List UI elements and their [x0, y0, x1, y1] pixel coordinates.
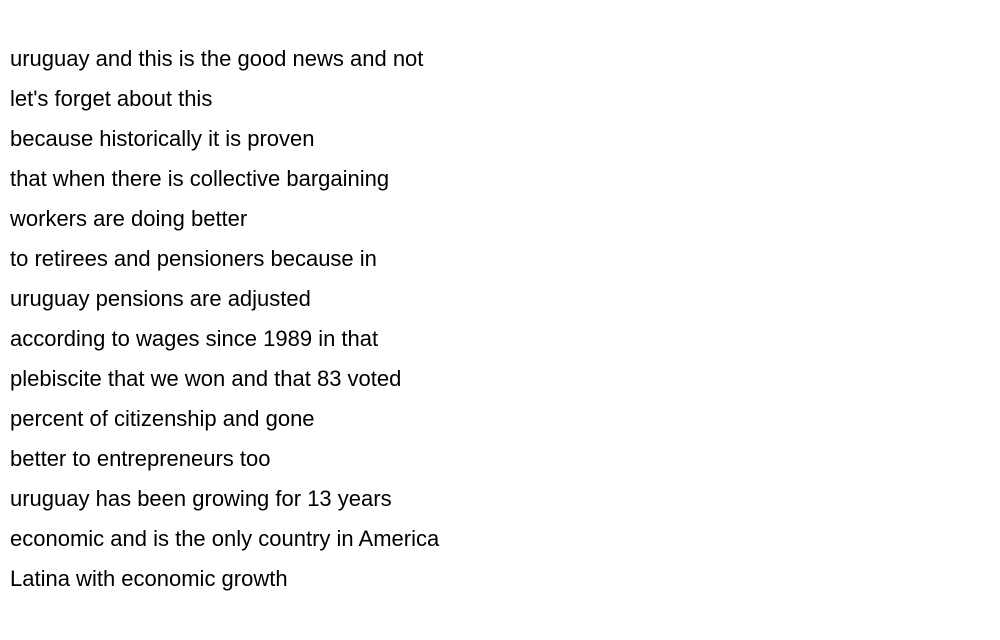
transcript-line: to retirees and pensioners because in — [10, 246, 377, 271]
transcript-line: economic and is the only country in Amer… — [10, 526, 440, 551]
transcript-line: because historically it is proven — [10, 126, 315, 151]
transcript-line: uruguay pensions are adjusted — [10, 286, 311, 311]
transcript-line: let's forget about this — [10, 86, 213, 111]
transcript-line: better to entrepreneurs too — [10, 446, 271, 471]
transcript-text: uruguay and this is the good news and no… — [10, 39, 439, 599]
transcript-line: workers are doing better — [10, 206, 248, 231]
transcript-line: uruguay has been growing for 13 years — [10, 486, 392, 511]
transcript-line: Latina with economic growth — [10, 566, 288, 591]
transcript-line: plebiscite that we won and that 83 voted — [10, 366, 402, 391]
transcript-line: that when there is collective bargaining — [10, 166, 390, 191]
transcript-line: uruguay and this is the good news and no… — [10, 46, 424, 71]
transcript-line: percent of citizenship and gone — [10, 406, 315, 431]
transcript-line: according to wages since 1989 in that — [10, 326, 379, 351]
